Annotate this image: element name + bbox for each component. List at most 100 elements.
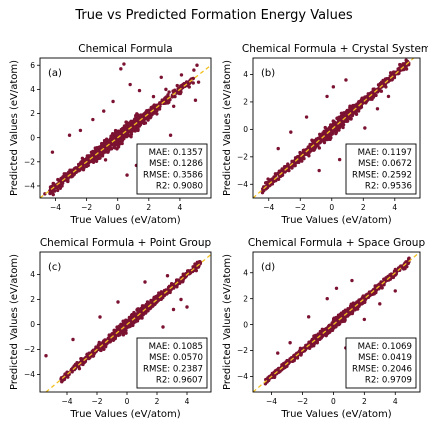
metric-label: MSE: — [149, 353, 173, 363]
data-point — [129, 313, 134, 317]
metrics-row: MSE: 0.1286 — [149, 159, 203, 169]
y-tick-label: −2 — [237, 153, 248, 162]
metrics-row: RMSE: 0.2387 — [143, 364, 203, 374]
reference-line — [45, 254, 211, 392]
metrics-box — [136, 337, 208, 389]
x-axis-label: True Values (eV/atom) — [69, 215, 180, 226]
data-point — [304, 152, 309, 156]
data-point — [111, 99, 115, 104]
data-point — [290, 166, 294, 170]
data-point — [375, 107, 380, 111]
data-point — [181, 272, 185, 276]
data-point — [388, 71, 393, 75]
y-tick-label: −2 — [24, 345, 35, 354]
data-point — [88, 355, 92, 360]
data-point — [146, 115, 150, 119]
data-point — [68, 170, 72, 175]
scatter-panel-4: Chemical Formula + Space Group −4 −2 0 2 4 −4 −… — [222, 237, 425, 420]
data-point — [335, 116, 339, 120]
metric-value: 0.1357 — [173, 148, 203, 158]
data-point — [149, 300, 153, 305]
data-point — [185, 305, 189, 309]
data-point — [276, 146, 280, 151]
x-axis-label: True Values (eV/atom) — [69, 409, 180, 420]
data-point — [123, 329, 128, 334]
data-point — [98, 315, 102, 319]
data-point — [127, 317, 131, 322]
data-point — [91, 117, 95, 122]
data-point — [137, 316, 142, 320]
data-point — [150, 304, 155, 308]
data-point — [310, 138, 314, 142]
data-point — [193, 98, 198, 102]
data-point — [334, 286, 339, 290]
metrics-row: R2: 0.9607 — [156, 376, 203, 386]
y-tick-label: 4 — [30, 85, 35, 94]
data-point — [163, 101, 168, 105]
data-point — [110, 132, 115, 136]
data-point — [179, 73, 184, 77]
data-point — [297, 350, 301, 354]
y-tick-label: 4 — [243, 268, 248, 277]
data-point — [367, 96, 371, 101]
data-point — [80, 162, 84, 167]
data-point — [339, 115, 343, 119]
scatter-panel-1: Chemical Formula −4 −2 0 2 4 −4 −2 0 2 4 6 True Valu… — [9, 43, 212, 226]
scatter-panel-2: Chemical Formula + Crystal System −4 −2 0 2 4… — [222, 43, 428, 226]
metric-value: 0.2592 — [382, 170, 412, 180]
y-tick-label: 4 — [243, 70, 248, 79]
metric-label: RMSE: — [352, 170, 382, 180]
metric-label: MSE: — [358, 353, 382, 363]
data-point — [124, 127, 128, 132]
y-tick-label: 2 — [30, 295, 35, 304]
data-point — [167, 90, 171, 94]
data-point — [66, 176, 70, 180]
metrics-row: MSE: 0.0419 — [358, 353, 412, 363]
metric-label: R2: — [365, 376, 382, 386]
data-point — [78, 128, 83, 133]
metric-value: 0.0419 — [382, 353, 412, 363]
data-point — [122, 62, 126, 66]
panel-title: Chemical Formula + Space Group — [248, 237, 426, 249]
data-point — [371, 87, 375, 91]
data-point — [350, 311, 355, 315]
data-point — [161, 292, 165, 296]
data-point — [280, 363, 284, 367]
metrics-row: MAE: 0.1197 — [358, 148, 412, 158]
data-point — [311, 142, 316, 146]
data-point — [103, 158, 108, 162]
data-point — [362, 317, 367, 322]
plot-area — [253, 252, 420, 392]
data-point — [71, 337, 75, 342]
data-point — [166, 93, 170, 97]
data-point — [302, 148, 307, 153]
data-point — [393, 289, 397, 293]
x-tick-label: −4 — [61, 397, 72, 406]
x-tick-label: 0 — [329, 203, 334, 212]
data-point — [152, 103, 157, 107]
metric-value: 0.1197 — [382, 148, 412, 158]
data-point — [132, 125, 137, 129]
data-point — [299, 353, 303, 357]
data-point — [64, 372, 69, 376]
data-point — [87, 351, 91, 355]
metric-label: RMSE: — [352, 364, 382, 374]
metric-value: 0.9080 — [173, 182, 203, 192]
data-point — [344, 78, 348, 82]
data-point — [388, 74, 392, 78]
metric-label: MAE: — [149, 342, 173, 352]
data-point — [129, 132, 134, 137]
data-point — [344, 119, 348, 123]
data-point — [151, 94, 156, 99]
data-point — [195, 63, 199, 67]
metric-value: 0.1286 — [173, 159, 203, 169]
data-point — [289, 130, 293, 134]
x-tick-label: −4 — [263, 203, 274, 212]
data-point — [175, 278, 179, 282]
axes-frame — [252, 251, 421, 393]
data-point — [197, 260, 202, 264]
data-point — [407, 256, 411, 260]
metric-label: MAE: — [358, 342, 382, 352]
data-point — [334, 131, 338, 136]
